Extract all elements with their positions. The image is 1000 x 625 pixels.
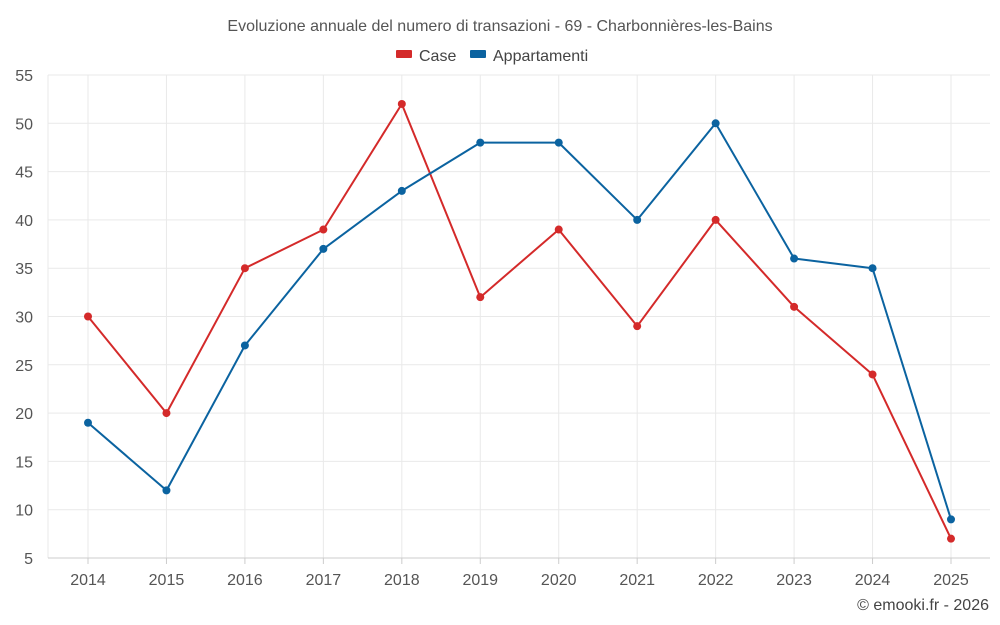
legend-label-case: Case [419,48,456,65]
x-tick-label: 2018 [384,572,420,589]
x-axis: 2014 2015 2016 2017 2018 2019 2020 2021 2022 2023… [48,557,990,589]
legend-item-case[interactable]: Case [396,48,456,65]
data-point-case[interactable] [84,312,92,321]
data-point-case[interactable] [947,534,955,543]
chart-title: Evoluzione annuale del numero di transaz… [227,18,772,35]
x-tick-label: 2025 [933,572,969,589]
legend-item-appartamenti[interactable]: Appartamenti [470,48,588,65]
data-point-case[interactable] [554,225,563,234]
data-point-appartamenti[interactable] [554,138,563,147]
data-point-appartamenti[interactable] [633,215,642,224]
data-point-appartamenti[interactable] [84,418,92,427]
legend: Case Appartamenti [396,48,588,65]
data-point-appartamenti[interactable] [397,186,406,195]
data-point-appartamenti[interactable] [868,264,877,273]
x-tick-label: 2023 [776,572,812,589]
y-tick-label: 10 [15,503,33,520]
x-tick-label: 2024 [855,572,891,589]
data-point-case[interactable] [240,264,249,273]
series-layer [84,99,955,543]
y-axis: 5 10 15 20 25 30 35 40 45 50 55 [15,68,49,568]
data-point-appartamenti[interactable] [476,138,485,147]
x-tick-label: 2015 [149,572,185,589]
data-point-case[interactable] [790,302,799,311]
x-tick-label: 2020 [541,572,577,589]
data-point-appartamenti[interactable] [790,254,799,263]
x-tick-label: 2019 [462,572,498,589]
y-tick-label: 20 [15,406,33,423]
data-point-appartamenti[interactable] [319,244,328,253]
data-point-case[interactable] [711,215,720,224]
legend-label-appartamenti: Appartamenti [493,48,588,65]
data-point-case[interactable] [397,99,406,108]
y-tick-label: 50 [15,116,33,133]
series-line-case [87,103,952,540]
y-tick-label: 25 [15,358,33,375]
y-tick-label: 40 [15,213,33,230]
x-tick-label: 2022 [698,572,734,589]
data-point-case[interactable] [633,322,642,331]
x-tick-label: 2017 [306,572,342,589]
series-line-appartamenti [87,122,952,520]
y-tick-label: 35 [15,261,33,278]
y-tick-label: 45 [15,165,33,182]
x-tick-label: 2021 [619,572,655,589]
data-point-case[interactable] [162,409,171,418]
data-point-appartamenti[interactable] [947,515,955,524]
legend-swatch-appartamenti [470,50,486,58]
data-point-case[interactable] [868,370,877,379]
credit-text: © emooki.fr - 2026 [857,597,989,614]
x-tick-label: 2016 [227,572,263,589]
y-tick-label: 30 [15,310,33,327]
data-point-case[interactable] [319,225,328,234]
data-point-appartamenti[interactable] [240,341,249,350]
y-tick-label: 55 [15,68,33,85]
data-point-appartamenti[interactable] [711,119,720,128]
y-tick-label: 15 [15,454,33,471]
data-point-case[interactable] [476,293,485,302]
x-tick-label: 2014 [70,572,106,589]
y-tick-label: 5 [24,551,33,568]
legend-swatch-case [396,50,412,58]
grid [48,74,990,558]
data-point-appartamenti[interactable] [162,486,171,495]
